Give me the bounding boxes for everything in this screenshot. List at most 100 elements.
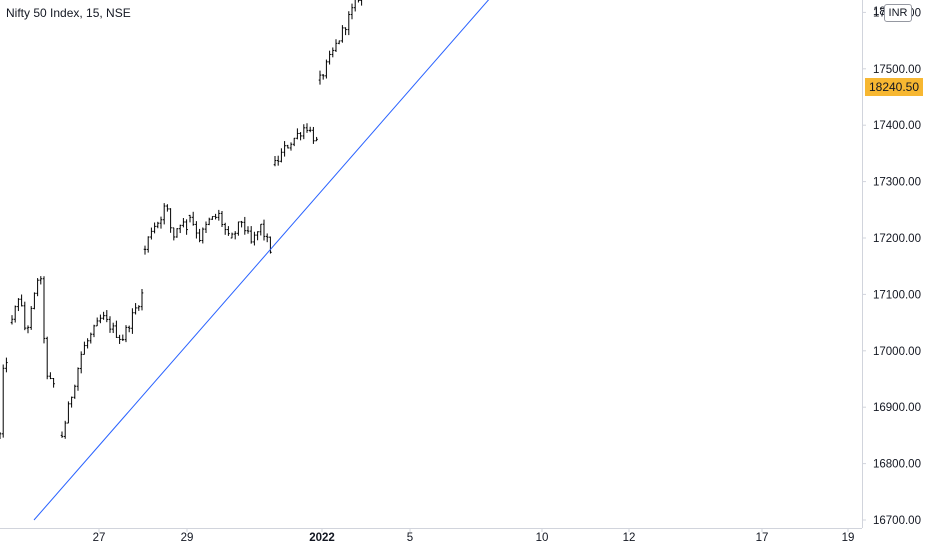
x-tick-label: 12 (623, 532, 636, 544)
x-tick-label: 19 (842, 532, 855, 544)
trendline[interactable] (33, 0, 862, 521)
ohlc-bar (273, 156, 277, 167)
ohlc-bar (188, 214, 192, 223)
ohlc-bar (347, 11, 351, 36)
ohlc-bar (256, 231, 259, 241)
ohlc-bar (29, 306, 33, 330)
y-tick-label: 16900.00 (873, 402, 921, 414)
ohlc-bar (299, 132, 302, 141)
trendline-layer (33, 0, 862, 521)
chart-title: Nifty 50 Index, 15, NSE (6, 6, 131, 20)
ohlc-bar (166, 204, 169, 212)
x-tick-label: 27 (93, 532, 106, 544)
ohlc-bar (312, 126, 315, 144)
x-tick-label: 2022 (309, 532, 335, 544)
ohlc-bar (162, 203, 166, 225)
ohlc-bar (308, 126, 312, 133)
y-tick-label: 16800.00 (873, 459, 921, 471)
ohlc-bar (253, 231, 256, 246)
ohlc-bar (95, 317, 99, 327)
ohlc-bar (344, 27, 347, 36)
ohlc-bar (191, 211, 195, 226)
ohlc-bar (283, 141, 286, 157)
ohlc-bar (296, 128, 299, 140)
ohlc-bar (134, 303, 137, 315)
ohlc-bar (280, 148, 283, 163)
ohlc-bar (178, 224, 182, 234)
ohlc-bar (217, 209, 221, 221)
ohlc-bar (357, 0, 360, 3)
ohlc-bar (76, 367, 80, 391)
ohlc-bar (198, 228, 201, 243)
ohlc-bar (73, 384, 77, 399)
x-tick-label: 10 (536, 532, 549, 544)
ohlc-bar (86, 338, 89, 349)
ohlc-bar (42, 276, 46, 344)
ohlc-bar (23, 301, 27, 331)
ohlc-bar (20, 294, 23, 307)
x-axis[interactable]: 27 29 2022 5 10 12 17 19 (0, 528, 862, 544)
ohlc-bar (360, 0, 363, 6)
ohlc-bar (67, 401, 70, 424)
ohlc-bar (249, 226, 253, 244)
ohlc-bar (156, 221, 160, 229)
ohlc-bar (118, 334, 121, 344)
ohlc-bar (105, 310, 109, 323)
currency-button[interactable]: INR (884, 4, 912, 22)
ohlc-bar (83, 341, 86, 355)
ohlc-bar (201, 227, 205, 244)
ohlc-bar (185, 219, 188, 235)
ohlc-bar (240, 220, 243, 228)
ohlc-bar (10, 315, 14, 325)
ohlc-bar (233, 231, 237, 240)
ohlc-bar (26, 325, 30, 334)
ohlc-bar (143, 245, 147, 255)
ohlc-bars (0, 0, 363, 439)
ohlc-bar (286, 144, 290, 149)
ohlc-bar (325, 59, 328, 79)
ohlc-bar (321, 73, 325, 80)
ohlc-bar (79, 351, 83, 374)
x-tick-label: 5 (407, 532, 413, 544)
ohlc-bar (60, 431, 64, 438)
ohlc-bar (159, 216, 163, 229)
y-tick-label: 16700.00 (873, 515, 921, 527)
ohlc-bar (353, 0, 356, 12)
y-tick-label: 17300.00 (873, 177, 921, 189)
ohlc-bar (5, 357, 8, 373)
ohlc-bar (243, 216, 247, 235)
ohlc-bar (276, 155, 280, 166)
ohlc-bar (341, 25, 344, 43)
ohlc-bar (318, 70, 322, 85)
ohlc-bar (289, 142, 293, 151)
y-tick-label: 17400.00 (873, 120, 921, 132)
ohlc-bar (175, 228, 179, 238)
ohlc-bar (328, 50, 331, 65)
ohlc-bar (108, 316, 112, 333)
ohlc-bar (214, 213, 217, 220)
ohlc-bar (350, 3, 354, 20)
x-tick-label: 29 (181, 532, 194, 544)
ohlc-bar (169, 208, 172, 233)
ohlc-bar (315, 136, 318, 142)
ohlc-bar (39, 276, 43, 285)
ohlc-bar (102, 311, 105, 320)
ohlc-bar (49, 372, 52, 380)
ohlc-bar (220, 210, 224, 227)
ohlc-bar (153, 222, 156, 234)
ohlc-bar (127, 325, 131, 333)
ohlc-bar (223, 222, 227, 235)
x-tick-label: 17 (756, 532, 769, 544)
ohlc-bar (63, 420, 67, 439)
ohlc-bar (17, 298, 20, 312)
ohlc-bar (140, 289, 144, 311)
ohlc-bar (334, 39, 338, 53)
ohlc-bar (111, 322, 115, 334)
ohlc-bar (121, 334, 125, 341)
ohlc-bar (182, 218, 185, 228)
ohlc-bar (99, 314, 102, 324)
ohlc-bar (337, 40, 341, 45)
ohlc-bar (1, 364, 5, 438)
